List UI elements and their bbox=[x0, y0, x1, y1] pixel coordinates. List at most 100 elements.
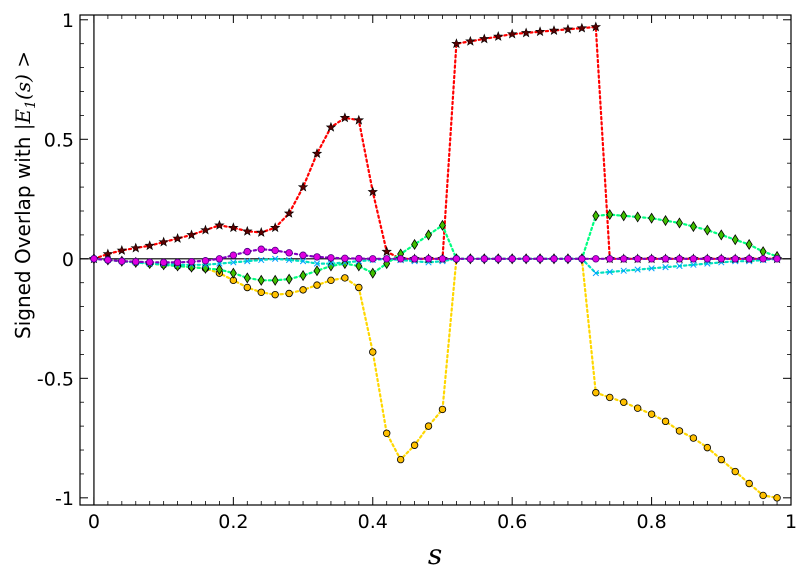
series-2-point bbox=[299, 286, 307, 294]
series-5-point bbox=[327, 254, 335, 262]
y-tick-label: 0 bbox=[62, 249, 74, 271]
series-1-point bbox=[269, 222, 281, 233]
zero-reference-line-group bbox=[80, 15, 791, 505]
series-5-point bbox=[773, 255, 781, 263]
series-2-point bbox=[271, 290, 279, 299]
series-2-point bbox=[341, 274, 349, 282]
series-3-point bbox=[215, 264, 223, 276]
series-4-line bbox=[92, 257, 779, 275]
series-1-point bbox=[158, 236, 169, 247]
series-1-point bbox=[451, 38, 462, 49]
series-4-point bbox=[648, 265, 655, 272]
series-1-point bbox=[311, 148, 323, 159]
series-1-point bbox=[548, 25, 560, 35]
series-3-point bbox=[299, 269, 307, 282]
series-1-point bbox=[242, 225, 253, 236]
series-5-point bbox=[271, 246, 279, 255]
series-1-line bbox=[92, 25, 779, 260]
tick-marks bbox=[80, 15, 792, 505]
series-2-point bbox=[313, 281, 321, 289]
series-5-point bbox=[229, 251, 238, 259]
series-2-point bbox=[257, 288, 265, 296]
series-2-line bbox=[92, 257, 779, 499]
series-3-point bbox=[425, 229, 433, 241]
series-2-point bbox=[717, 455, 725, 464]
series-5-point bbox=[173, 258, 182, 267]
series-5-point bbox=[452, 255, 461, 263]
series-1-point bbox=[465, 35, 476, 46]
series-3-point bbox=[759, 246, 767, 258]
y-tick-label: -0.5 bbox=[37, 368, 74, 390]
series-5-point bbox=[215, 255, 224, 263]
series-5-point bbox=[132, 257, 140, 266]
series-5-point bbox=[383, 255, 391, 263]
tick-labels: 0 0.2 0.4 0.6 0.8 1 -1 -0.5 0 0.5 1 bbox=[37, 10, 797, 533]
series-3-point bbox=[229, 267, 237, 279]
series-markers bbox=[88, 21, 783, 502]
series-2-point bbox=[285, 289, 293, 298]
series-3-point bbox=[745, 238, 753, 251]
series-5-point bbox=[313, 253, 321, 261]
series-4-point bbox=[327, 260, 335, 267]
series-2-point bbox=[606, 393, 614, 402]
y-tick-label: 1 bbox=[62, 10, 74, 32]
series-2-point bbox=[759, 491, 767, 500]
series-5-point bbox=[118, 257, 126, 265]
series-1-point bbox=[228, 222, 239, 233]
series-2-point bbox=[327, 276, 335, 285]
series-5-point bbox=[522, 255, 530, 263]
series-1-point bbox=[520, 27, 532, 38]
series-5-point bbox=[759, 255, 767, 263]
series-5-point bbox=[550, 255, 558, 263]
series-3-point bbox=[327, 260, 335, 272]
series-3-point bbox=[620, 210, 628, 222]
y-tick-label: 0.5 bbox=[44, 129, 74, 151]
series-2-point bbox=[592, 388, 600, 397]
series-1-point bbox=[381, 246, 392, 257]
series-4-point bbox=[606, 268, 613, 276]
series-1-point bbox=[534, 26, 546, 37]
series-2-point bbox=[355, 283, 363, 292]
series-1-point bbox=[367, 186, 378, 197]
series-5-point bbox=[438, 255, 447, 263]
series-5-point bbox=[717, 255, 725, 263]
series-1-point bbox=[116, 244, 128, 255]
series-1-point bbox=[283, 207, 295, 218]
series-3-point bbox=[717, 229, 725, 241]
series-5-point bbox=[675, 255, 684, 263]
series-2-point bbox=[243, 283, 251, 292]
x-tick-label: 1 bbox=[785, 511, 797, 533]
series-5-point bbox=[299, 251, 307, 259]
series-3-point bbox=[675, 217, 683, 229]
series-1-point bbox=[479, 33, 490, 44]
series-5-point bbox=[606, 255, 614, 263]
series-2-point bbox=[661, 417, 670, 426]
series-4-point bbox=[299, 258, 307, 265]
series-2-point bbox=[396, 455, 405, 464]
series-3-point bbox=[689, 220, 697, 233]
y-axis-title-math-suffix: (s) > bbox=[11, 51, 35, 100]
series-4-point bbox=[676, 262, 683, 270]
series-3-point bbox=[592, 210, 600, 222]
series-1-point bbox=[214, 219, 225, 230]
series-4-point bbox=[285, 256, 293, 264]
series-2-point bbox=[745, 479, 753, 488]
series-4-point bbox=[634, 266, 641, 273]
series-5-point bbox=[661, 255, 670, 263]
series-5-point bbox=[536, 255, 544, 263]
series-1-point bbox=[339, 112, 351, 123]
x-axis-title: s bbox=[428, 538, 442, 571]
series-3-point bbox=[257, 274, 265, 286]
series-2-point bbox=[731, 467, 739, 476]
series-2-point bbox=[647, 410, 656, 418]
series-5-point bbox=[480, 255, 488, 263]
series-5-point bbox=[494, 255, 502, 263]
series-2-point bbox=[369, 348, 377, 356]
series-3-point bbox=[634, 211, 642, 223]
series-1-point bbox=[200, 224, 211, 235]
series-5-point bbox=[285, 249, 293, 257]
y-axis-title-math: |E bbox=[11, 109, 36, 131]
series-5-point bbox=[578, 255, 586, 263]
series-3-point bbox=[411, 238, 419, 251]
